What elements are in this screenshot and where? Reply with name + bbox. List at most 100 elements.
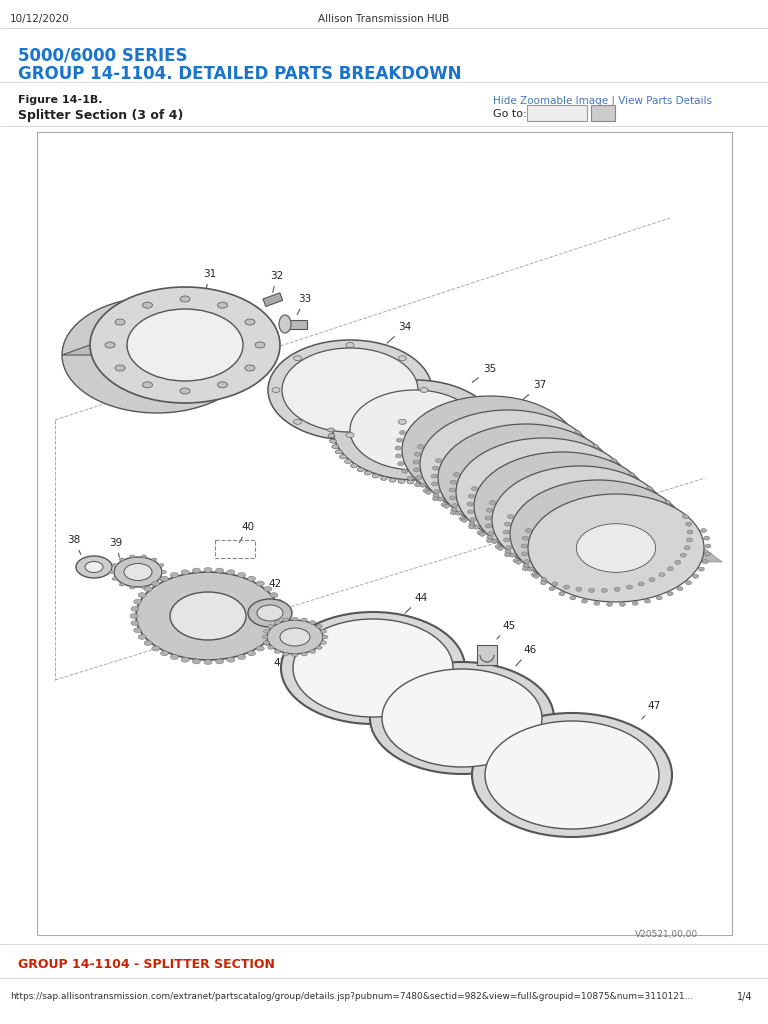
Ellipse shape bbox=[677, 587, 683, 591]
Ellipse shape bbox=[320, 630, 326, 633]
Ellipse shape bbox=[631, 504, 636, 508]
Text: Splitter Section (3 of 4): Splitter Section (3 of 4) bbox=[18, 109, 184, 122]
Ellipse shape bbox=[136, 572, 280, 660]
Polygon shape bbox=[402, 450, 596, 464]
Ellipse shape bbox=[415, 476, 422, 479]
Ellipse shape bbox=[578, 497, 584, 501]
Text: 36: 36 bbox=[429, 382, 458, 403]
Ellipse shape bbox=[615, 474, 621, 478]
Ellipse shape bbox=[415, 453, 420, 456]
Ellipse shape bbox=[468, 524, 475, 528]
Ellipse shape bbox=[389, 478, 396, 482]
Ellipse shape bbox=[364, 471, 372, 475]
Ellipse shape bbox=[407, 476, 413, 480]
Ellipse shape bbox=[216, 658, 223, 664]
Ellipse shape bbox=[489, 501, 495, 505]
Ellipse shape bbox=[481, 505, 487, 508]
Ellipse shape bbox=[686, 581, 691, 585]
Ellipse shape bbox=[511, 518, 518, 522]
Ellipse shape bbox=[468, 510, 474, 514]
Ellipse shape bbox=[278, 613, 286, 618]
Ellipse shape bbox=[668, 524, 674, 528]
Ellipse shape bbox=[577, 523, 656, 572]
Ellipse shape bbox=[350, 390, 480, 470]
Ellipse shape bbox=[548, 547, 554, 550]
Ellipse shape bbox=[399, 355, 406, 360]
Ellipse shape bbox=[505, 550, 511, 554]
Ellipse shape bbox=[492, 466, 668, 574]
Ellipse shape bbox=[477, 530, 483, 535]
Ellipse shape bbox=[248, 599, 292, 627]
Text: Page 3 ⌄: Page 3 ⌄ bbox=[532, 109, 579, 119]
Ellipse shape bbox=[478, 460, 485, 464]
Ellipse shape bbox=[560, 545, 566, 549]
Ellipse shape bbox=[594, 476, 601, 479]
Ellipse shape bbox=[649, 578, 655, 582]
Ellipse shape bbox=[530, 498, 536, 502]
Ellipse shape bbox=[495, 433, 502, 437]
Ellipse shape bbox=[257, 581, 264, 586]
Ellipse shape bbox=[119, 583, 124, 586]
Ellipse shape bbox=[667, 508, 674, 512]
Ellipse shape bbox=[650, 510, 657, 514]
Ellipse shape bbox=[180, 388, 190, 394]
Ellipse shape bbox=[529, 532, 535, 537]
Ellipse shape bbox=[333, 380, 497, 480]
Ellipse shape bbox=[558, 573, 564, 578]
Ellipse shape bbox=[407, 480, 414, 484]
Ellipse shape bbox=[667, 592, 673, 596]
Ellipse shape bbox=[469, 521, 475, 525]
Ellipse shape bbox=[292, 653, 298, 656]
Ellipse shape bbox=[510, 480, 686, 588]
Ellipse shape bbox=[320, 641, 326, 644]
Ellipse shape bbox=[607, 602, 613, 606]
Ellipse shape bbox=[494, 439, 501, 443]
Ellipse shape bbox=[270, 635, 278, 639]
FancyBboxPatch shape bbox=[527, 105, 587, 121]
Ellipse shape bbox=[110, 570, 114, 573]
Ellipse shape bbox=[216, 568, 223, 573]
Ellipse shape bbox=[399, 430, 406, 434]
Ellipse shape bbox=[99, 319, 215, 391]
Text: 45: 45 bbox=[497, 621, 515, 639]
Ellipse shape bbox=[596, 453, 601, 456]
Ellipse shape bbox=[495, 428, 502, 432]
Ellipse shape bbox=[597, 468, 603, 472]
Ellipse shape bbox=[576, 462, 582, 466]
Ellipse shape bbox=[541, 496, 620, 545]
Ellipse shape bbox=[540, 559, 546, 563]
Ellipse shape bbox=[193, 568, 200, 573]
Ellipse shape bbox=[431, 474, 437, 478]
Ellipse shape bbox=[105, 342, 115, 348]
Ellipse shape bbox=[346, 342, 354, 347]
Ellipse shape bbox=[127, 309, 243, 381]
Ellipse shape bbox=[76, 556, 112, 578]
Text: 35: 35 bbox=[472, 364, 497, 382]
Text: 38: 38 bbox=[68, 535, 81, 554]
Ellipse shape bbox=[459, 517, 465, 520]
Ellipse shape bbox=[119, 558, 124, 561]
Ellipse shape bbox=[450, 426, 530, 474]
FancyBboxPatch shape bbox=[591, 105, 615, 121]
Ellipse shape bbox=[608, 498, 614, 501]
Ellipse shape bbox=[144, 641, 152, 645]
Polygon shape bbox=[420, 464, 614, 478]
Ellipse shape bbox=[292, 617, 298, 621]
Ellipse shape bbox=[474, 525, 480, 529]
Ellipse shape bbox=[498, 546, 503, 550]
Ellipse shape bbox=[683, 514, 688, 518]
Ellipse shape bbox=[181, 657, 189, 663]
Ellipse shape bbox=[399, 419, 406, 424]
Ellipse shape bbox=[204, 567, 212, 572]
Ellipse shape bbox=[280, 628, 310, 646]
Ellipse shape bbox=[703, 537, 710, 541]
Ellipse shape bbox=[504, 531, 510, 536]
Ellipse shape bbox=[144, 587, 152, 592]
Ellipse shape bbox=[180, 296, 190, 302]
Ellipse shape bbox=[506, 503, 512, 507]
Ellipse shape bbox=[159, 578, 164, 581]
Ellipse shape bbox=[274, 628, 283, 633]
Ellipse shape bbox=[614, 466, 620, 470]
Bar bbox=[263, 293, 283, 306]
Text: 32: 32 bbox=[270, 271, 283, 292]
